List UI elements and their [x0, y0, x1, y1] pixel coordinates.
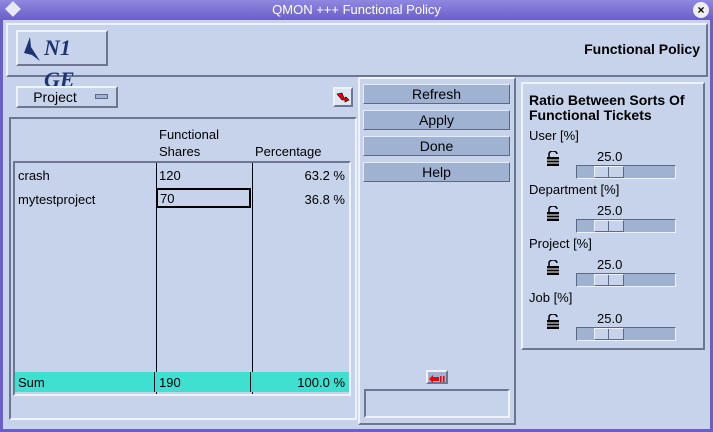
header-panel [6, 23, 708, 77]
type-selector-value: Project [33, 89, 77, 105]
sum-shares: 190 [159, 375, 181, 390]
lock-icon[interactable] [546, 151, 560, 167]
option-menu-icon [95, 94, 108, 99]
col-header-percentage: Percentage [255, 144, 322, 159]
refresh-button[interactable]: Refresh [363, 84, 510, 104]
ratio-label: Project [%] [529, 236, 592, 251]
row-name: crash [18, 168, 50, 183]
title-bar[interactable]: QMON +++ Functional Policy × [0, 0, 713, 20]
client-area: N1 GE Functional Policy Project Function… [3, 20, 710, 429]
lock-icon[interactable] [546, 206, 560, 222]
done-button[interactable]: Done [363, 136, 510, 156]
sum-label: Sum [18, 375, 45, 390]
col-header-functional: Functional [159, 127, 219, 142]
bird-logo-icon [24, 37, 40, 61]
n1ge-logo: N1 GE [16, 30, 108, 92]
row-shares-input[interactable]: 70 [156, 188, 251, 208]
job-slider[interactable] [576, 327, 676, 341]
project-slider[interactable] [576, 273, 676, 287]
row-name: mytestproject [18, 192, 96, 207]
shares-table [13, 161, 351, 396]
row-shares[interactable]: 120 [159, 168, 181, 183]
ratio-value: 25.0 [597, 311, 623, 326]
close-icon[interactable]: × [693, 2, 709, 18]
window-title: QMON +++ Functional Policy [272, 2, 441, 17]
col-header-shares: Shares [159, 144, 201, 159]
button-panel [358, 77, 516, 425]
table-panel [9, 117, 357, 420]
back-arrow-button[interactable] [426, 370, 448, 384]
department-slider[interactable] [576, 219, 676, 233]
row-percentage: 63.2 % [304, 168, 345, 183]
message-area [364, 389, 510, 418]
user-slider[interactable] [576, 165, 676, 179]
ratio-panel [521, 82, 705, 350]
ratio-title: Ratio Between Sorts Of Functional Ticket… [529, 93, 685, 123]
window-menu-icon[interactable] [5, 1, 21, 17]
page-title: Functional Policy [584, 41, 700, 57]
ratio-title-line1: Ratio Between Sorts Of [529, 92, 685, 108]
ratio-label: Job [%] [529, 290, 573, 305]
lock-icon[interactable] [546, 260, 560, 276]
lock-icon[interactable] [546, 314, 560, 330]
forward-arrow-button[interactable] [333, 87, 353, 107]
ratio-value: 25.0 [597, 149, 623, 164]
sum-row [15, 372, 349, 392]
red-back-arrow-icon [429, 375, 445, 383]
ratio-label: User [%] [529, 128, 579, 143]
ratio-value: 25.0 [597, 257, 623, 272]
apply-button[interactable]: Apply [363, 110, 510, 130]
logo-text: N1 GE [44, 35, 75, 92]
ratio-label: Department [%] [529, 182, 620, 197]
ratio-title-line2: Functional Tickets [529, 107, 652, 123]
type-selector[interactable]: Project [16, 86, 118, 108]
row-percentage: 36.8 % [304, 192, 345, 207]
help-button[interactable]: Help [363, 162, 510, 182]
ratio-value: 25.0 [597, 203, 623, 218]
sum-percentage: 100.0 % [297, 375, 345, 390]
red-arrow-icon [336, 92, 350, 103]
